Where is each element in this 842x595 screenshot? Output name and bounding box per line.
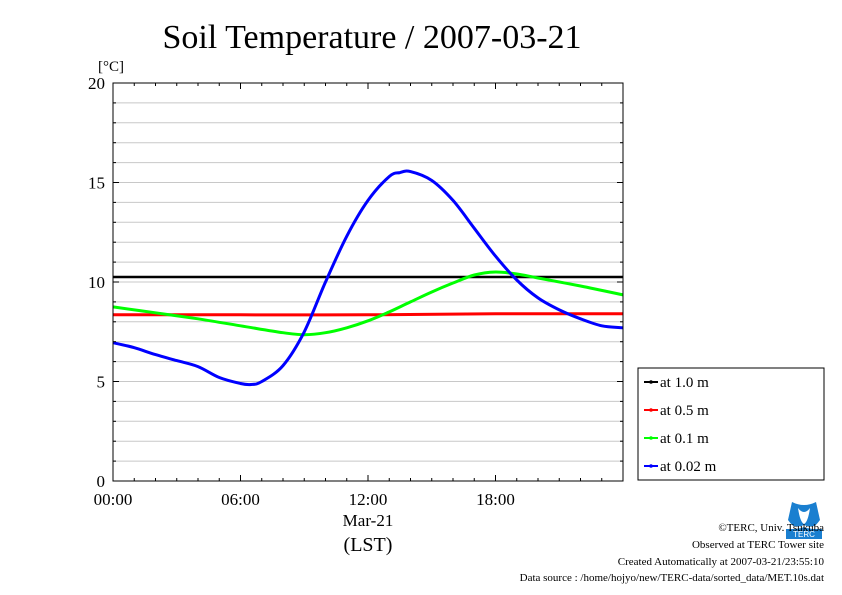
series-lines [112,169,624,387]
grid [113,102,623,462]
legend-label: at 0.02 m [660,459,717,475]
site-text: Observed at TERC Tower site [691,539,824,551]
x-tick-label: 06:00 [221,490,260,509]
series-line-at-0-5-m [113,312,624,317]
axes: 0 5 10 15 20 00:00 06:00 12:00 18:00 [88,74,624,509]
y-tick-label: 5 [97,373,106,392]
legend-label: at 0.5 m [660,403,709,419]
legend-marker [649,436,653,440]
x-tick-label: 00:00 [94,490,133,509]
legend-label: at 1.0 m [660,375,709,391]
series-line-at-0-02-m [112,169,624,387]
x-axis-date-label: Mar-21 [343,511,394,530]
logo-text: TERC [793,530,815,539]
x-axis-label: (LST) [344,534,393,556]
y-tick-label: 10 [88,273,105,292]
legend-box [637,367,825,481]
y-tick-label: 15 [88,174,105,193]
series-line-at-0-1-m [112,270,624,337]
terc-logo: TERC [786,502,822,539]
x-tick-label: 18:00 [476,490,515,509]
legend-marker [649,408,653,412]
chart-title: Soil Temperature / 2007-03-21 [162,19,581,56]
created-text: Created Automatically at 2007-03-21/23:5… [617,556,824,568]
x-tick-label: 12:00 [349,490,388,509]
legend-marker [649,380,653,384]
y-tick-label: 20 [88,74,105,93]
y-tick-label: 0 [97,472,106,491]
legend: at 1.0 m at 0.5 m at 0.1 m at 0.02 m [637,367,825,481]
legend-label: at 0.1 m [660,431,709,447]
source-text: Data source : /home/hojyo/new/TERC-data/… [519,572,824,584]
legend-marker [649,464,653,468]
y-axis-label: [°C] [98,59,124,75]
copyright-text: ©TERC, Univ. Tsukuba [718,522,824,534]
